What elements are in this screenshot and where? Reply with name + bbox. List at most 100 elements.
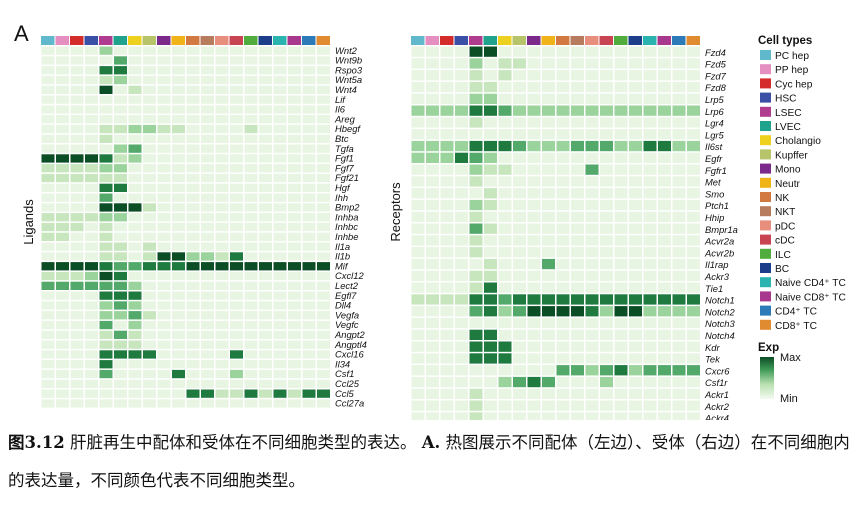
receptor-cell xyxy=(643,258,657,270)
ligand-cell xyxy=(99,350,113,359)
ligand-row-label: Dll4 xyxy=(335,300,351,311)
ligand-cell xyxy=(128,252,142,261)
ligand-cell xyxy=(143,115,156,124)
ligand-cell xyxy=(114,115,127,124)
figure-canvas: A Wnt2Wnt9bRspo3Wnt5aWnt4LifIl6AregHbegf… xyxy=(14,21,846,424)
ligand-cell xyxy=(302,222,316,232)
receptor-cell xyxy=(672,70,686,81)
receptor-row-label: Acvr2b xyxy=(704,247,734,258)
receptor-column-strip-17 xyxy=(657,36,671,45)
receptor-cell xyxy=(556,365,570,376)
ligand-cell xyxy=(114,271,127,281)
ligand-cell xyxy=(85,213,98,222)
receptor-cell xyxy=(426,353,439,364)
receptor-cell xyxy=(614,176,628,187)
receptor-cell xyxy=(585,188,599,199)
ligand-cell xyxy=(201,75,214,85)
receptor-cell xyxy=(469,176,483,187)
ligand-cell xyxy=(56,85,69,94)
receptor-cell xyxy=(643,247,657,258)
ligand-cell xyxy=(99,56,113,65)
ligand-cell xyxy=(302,173,316,183)
receptor-cell xyxy=(643,341,657,352)
receptor-cell xyxy=(498,376,512,388)
receptor-cell xyxy=(527,117,541,128)
receptor-cell xyxy=(411,317,425,329)
receptor-cell xyxy=(556,341,570,352)
ligand-cell xyxy=(56,291,69,300)
ligand-cell xyxy=(288,232,301,241)
ligand-column-strip-9 xyxy=(171,36,185,45)
ligand-cell xyxy=(172,105,185,114)
ligand-cell xyxy=(230,350,243,359)
receptor-cell xyxy=(513,223,526,234)
legend-swatch-14 xyxy=(760,248,771,259)
ligand-cell xyxy=(244,399,258,408)
ligand-cell xyxy=(288,164,301,173)
receptor-cell xyxy=(484,199,497,211)
ligand-row-label: Vegfa xyxy=(335,309,359,320)
ligand-cell xyxy=(172,95,185,104)
ligand-cell xyxy=(157,115,171,124)
ligand-cell xyxy=(288,281,301,290)
receptor-cell xyxy=(542,400,555,411)
receptor-cell xyxy=(585,388,599,399)
receptor-cell xyxy=(643,223,657,234)
receptor-cell xyxy=(469,81,483,93)
ligand-cell xyxy=(317,56,330,65)
ligand-cell xyxy=(56,350,69,359)
ligand-cell xyxy=(215,56,229,65)
ligand-cell xyxy=(172,311,185,320)
receptor-cell xyxy=(455,258,468,270)
receptor-cell xyxy=(556,294,570,305)
receptor-cell xyxy=(527,70,541,81)
receptor-row-label: Bmpr1a xyxy=(705,224,738,235)
ligand-cell xyxy=(317,252,330,261)
ligand-cell xyxy=(143,134,156,143)
ligand-cell xyxy=(230,340,243,349)
receptor-cell xyxy=(643,282,657,293)
ligand-cell xyxy=(70,340,84,349)
ligand-cell xyxy=(230,183,243,192)
ligand-cell xyxy=(56,271,69,281)
ligand-cell xyxy=(172,144,185,153)
ligand-cell xyxy=(215,360,229,369)
ligand-cell xyxy=(201,213,214,222)
receptor-cell xyxy=(411,164,425,175)
ligand-cell xyxy=(56,154,69,163)
legend-label-14: ILC xyxy=(775,250,791,261)
ligand-cell xyxy=(114,213,127,222)
receptor-cell xyxy=(614,353,628,364)
ligand-cell xyxy=(201,66,214,75)
receptor-cell xyxy=(556,412,570,423)
receptor-cell xyxy=(455,129,468,140)
receptor-cell xyxy=(643,329,657,340)
ligand-cell xyxy=(56,105,69,114)
ligand-cell xyxy=(288,252,301,261)
receptor-cell xyxy=(643,199,657,211)
ligand-cell xyxy=(85,56,98,65)
ligand-cell xyxy=(56,252,69,261)
receptor-cell xyxy=(513,199,526,211)
ligand-cell xyxy=(56,330,69,339)
ligand-cell xyxy=(70,203,84,212)
ligand-cell xyxy=(70,281,84,290)
ligand-cell xyxy=(273,105,287,114)
ligand-cell xyxy=(128,271,142,281)
ligand-cell xyxy=(114,369,127,379)
receptor-cell xyxy=(498,282,512,293)
receptor-column-strip-16 xyxy=(643,36,657,45)
ligand-cell xyxy=(99,360,113,369)
receptor-cell xyxy=(542,117,555,128)
ligand-cell xyxy=(85,271,98,281)
receptor-cell xyxy=(440,211,454,222)
receptor-cell xyxy=(658,117,671,128)
ligand-cell xyxy=(302,242,316,251)
receptor-cell xyxy=(527,353,541,364)
ligand-cell xyxy=(41,340,55,349)
receptor-cell xyxy=(426,176,439,187)
receptor-cell xyxy=(498,70,512,81)
receptor-row-label: Fzd4 xyxy=(705,47,726,58)
ligand-cell xyxy=(41,399,55,408)
receptor-cell xyxy=(629,70,642,81)
